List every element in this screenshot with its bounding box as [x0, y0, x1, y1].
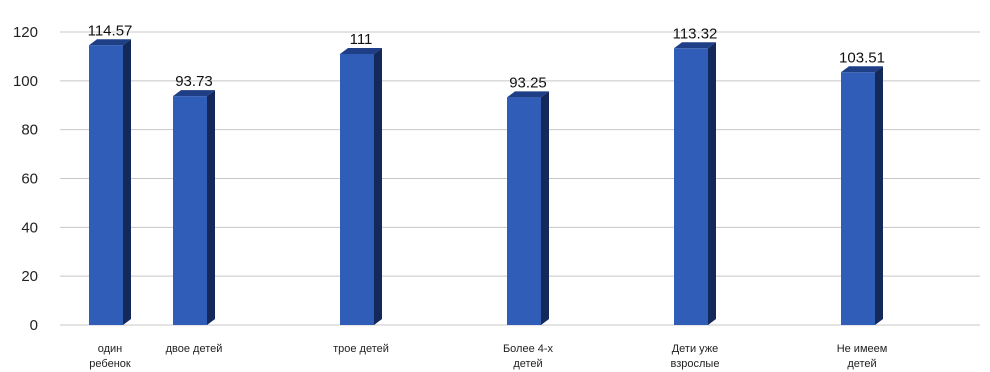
bar-top	[173, 90, 215, 97]
x-tick-label: детей	[847, 358, 876, 370]
x-tick-label: Не имеем	[837, 343, 888, 355]
data-label: 114.57	[88, 22, 133, 39]
y-tick-label: 100	[13, 73, 38, 90]
bar-side	[708, 42, 716, 325]
y-tick-label: 120	[13, 24, 38, 41]
x-tick-label: двое детей	[166, 343, 223, 355]
x-tick-label: детей	[513, 358, 542, 370]
bar-side	[374, 47, 382, 325]
y-tick-label: 40	[21, 219, 38, 236]
x-tick-label: Дети уже	[672, 343, 719, 355]
y-tick-label: 20	[21, 268, 38, 285]
x-tick-label: трое детей	[333, 343, 389, 355]
bar-top	[507, 91, 549, 98]
data-label: 111	[350, 31, 373, 48]
bar	[841, 72, 875, 325]
bar-side	[541, 91, 549, 326]
y-tick-label: 80	[21, 122, 38, 139]
y-tick-label: 0	[30, 317, 38, 334]
bar-top	[89, 39, 131, 46]
bar-top	[841, 66, 883, 73]
bar-side	[123, 39, 131, 326]
bar	[173, 96, 207, 326]
bar	[89, 45, 123, 326]
x-tick-label: Более 4-х	[503, 343, 554, 355]
data-label: 113.32	[673, 25, 718, 42]
y-tick-label: 60	[21, 171, 38, 188]
x-tick-label: взрослые	[671, 358, 720, 370]
bar-top	[340, 47, 382, 54]
data-label: 93.25	[509, 74, 547, 91]
x-tick-label: один	[98, 343, 123, 355]
x-tick-label: ребенок	[89, 358, 131, 370]
bar-top	[674, 42, 716, 49]
data-label: 93.73	[175, 73, 213, 90]
bar-side	[875, 66, 883, 325]
bar	[340, 53, 374, 325]
bar	[674, 48, 708, 325]
bar-side	[207, 90, 215, 326]
bar	[507, 97, 541, 326]
data-label: 103.51	[839, 49, 885, 66]
